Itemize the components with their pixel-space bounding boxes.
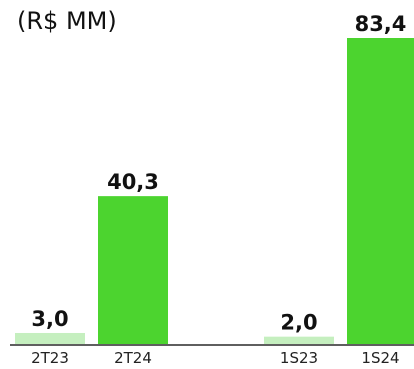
unit-label: (R$ MM) — [17, 7, 117, 35]
tick-label-1s23: 1S23 — [280, 349, 318, 367]
bar-1s23 — [264, 336, 334, 344]
value-label-1s23: 2,0 — [280, 311, 317, 335]
value-label-2t24: 40,3 — [107, 170, 159, 194]
tick-label-1s24: 1S24 — [361, 349, 399, 367]
value-label-2t23: 3,0 — [31, 307, 68, 331]
bars-group — [15, 38, 414, 344]
bar-1s24 — [347, 38, 414, 344]
value-label-1s24: 83,4 — [355, 12, 407, 36]
tick-labels-group: 2T23 2T24 1S23 1S24 — [31, 349, 399, 367]
tick-label-2t23: 2T23 — [31, 349, 69, 367]
bar-2t23 — [15, 332, 85, 344]
value-labels-group: 3,0 40,3 2,0 83,4 — [31, 12, 406, 335]
bar-2t24 — [98, 196, 168, 344]
tick-label-2t24: 2T24 — [114, 349, 152, 367]
